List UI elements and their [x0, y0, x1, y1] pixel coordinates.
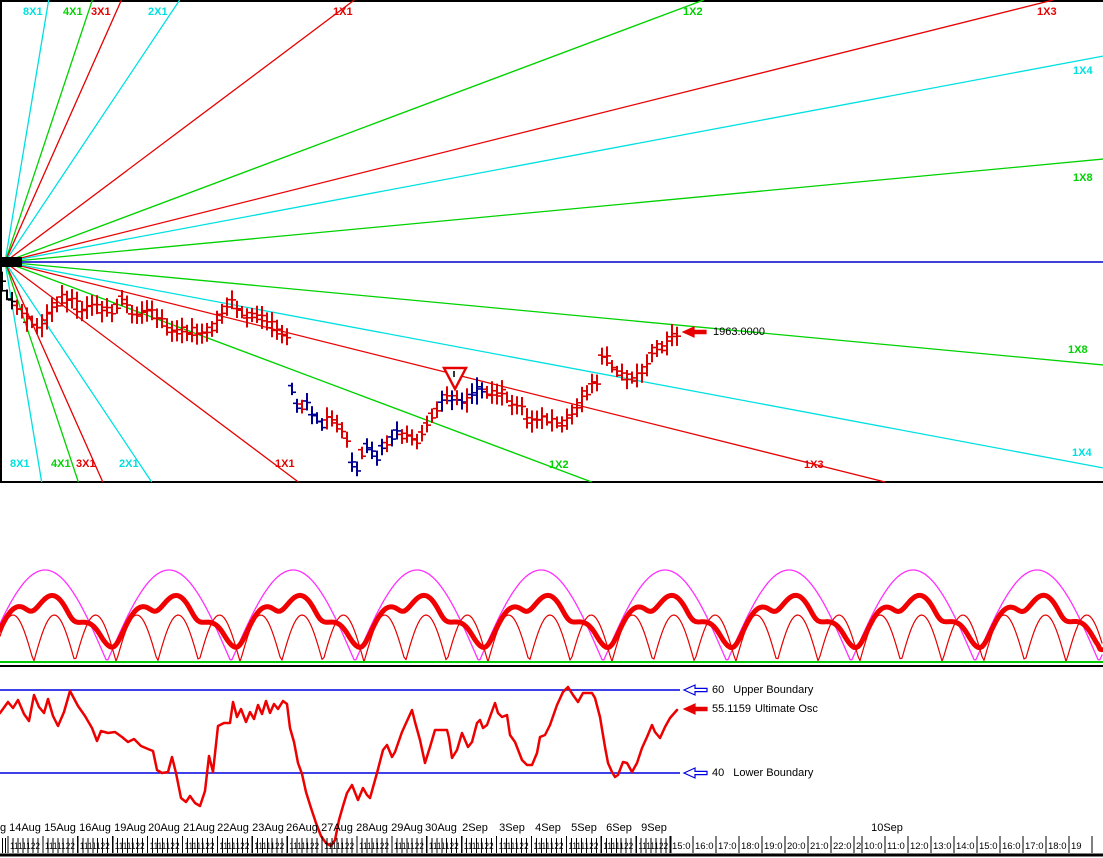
axis-hour-label: 18:0 — [741, 841, 760, 852]
last-price-arrow — [681, 326, 707, 338]
ultimate-osc-value: 55.1159 — [712, 703, 751, 715]
axis-hour-label: 18:0 — [1048, 841, 1067, 852]
axis-compressed-hours: 1111122 — [45, 841, 75, 852]
gann-ray-down-1X4 — [4, 261, 1103, 469]
axis-compressed-hours: 1111122 — [464, 841, 494, 852]
axis-hour-label: 15:0 — [979, 841, 998, 852]
gann-ray-down-2X1 — [4, 261, 153, 483]
axis-hour-label: 16:0 — [1002, 841, 1021, 852]
cycle-short-wave — [0, 614, 1103, 663]
lower-boundary-value: 40 — [712, 767, 725, 779]
gann-ray-up-1X8 — [4, 158, 1103, 263]
axis-compressed-hours: 1111122 — [324, 841, 354, 852]
axis-compressed-hours: 1111122 — [499, 841, 529, 852]
upper-boundary-label: 60 Upper Boundary — [712, 684, 813, 696]
axis-compressed-hours: 1111122 — [254, 841, 284, 852]
gann-ray-up-4X1 — [4, 0, 93, 263]
axis-hour-label: 21:0 — [810, 841, 829, 852]
upper-boundary-text: Upper Boundary — [733, 684, 814, 696]
axis-compressed-hours: 1111122 — [603, 841, 633, 852]
gann-ray-up-1X1 — [4, 0, 355, 263]
gann-ray-up-2X1 — [4, 0, 181, 263]
upper-boundary-value: 60 — [712, 684, 725, 696]
axis-hour-label: 17:0 — [1025, 841, 1044, 852]
axis-compressed-hours: 1111122 — [394, 841, 424, 852]
gann-ray-down-4X1 — [4, 261, 79, 483]
upper-boundary-arrow — [682, 684, 708, 696]
ultimate-osc-arrow — [682, 703, 708, 715]
gann-origin-anchor — [2, 257, 22, 267]
gann-ray-up-1X2 — [4, 0, 704, 263]
triangle-down-marker — [442, 366, 468, 392]
lower-boundary-text: Lower Boundary — [733, 767, 814, 779]
axis-compressed-hours: 1111122 — [638, 841, 668, 852]
axis-compressed-hours: 1111122 — [10, 841, 40, 852]
gann-ray-up-1X3 — [4, 0, 1054, 263]
cycle-long-wave — [0, 569, 1103, 661]
axis-hour-label: 2 — [856, 841, 861, 852]
axis-hour-label: 11:0 — [887, 841, 905, 852]
ultimate-osc-name: Ultimate Osc — [754, 703, 818, 715]
axis-hour-label: 20:0 — [787, 841, 806, 852]
axis-compressed-hours: 1111122 — [289, 841, 319, 852]
axis-compressed-hours: 1111122 — [150, 841, 180, 852]
gann-ray-up-1X4 — [4, 55, 1103, 263]
axis-compressed-hours: 1111122 — [80, 841, 110, 852]
axis-hour-label: 17:0 — [718, 841, 737, 852]
axis-hour-label: 19 — [1071, 841, 1082, 852]
gann-ray-up-3X1 — [4, 0, 123, 263]
axis-compressed-hours: 1111122 — [185, 841, 215, 852]
ultimate-osc-line — [0, 685, 679, 848]
axis-hour-label: 12:0 — [910, 841, 929, 852]
axis-compressed-hours: 1111122 — [534, 841, 564, 852]
axis-hour-label: 13:0 — [933, 841, 952, 852]
axis-hour-label: 16:0 — [695, 841, 714, 852]
axis-compressed-hours: 1111122 — [568, 841, 598, 852]
lower-boundary-arrow — [682, 767, 708, 779]
composite-cycle-line — [0, 592, 1103, 653]
last-price-label: 1963.0000 — [713, 326, 765, 338]
gann-ray-up-8X1 — [4, 0, 50, 263]
axis-hour-label: 10:0 — [864, 841, 883, 852]
axis-hour-label: 19:0 — [764, 841, 783, 852]
axis-compressed-hours: 1111122 — [429, 841, 459, 852]
last-price-value: 1963.0000 — [713, 326, 765, 338]
lower-boundary-label: 40 Lower Boundary — [712, 767, 813, 779]
axis-compressed-hours: 1111122 — [359, 841, 389, 852]
gann-ray-down-1X8 — [4, 261, 1103, 366]
axis-compressed-hours: 1111122 — [115, 841, 145, 852]
gann-ray-down-1X1 — [4, 261, 299, 483]
ultimate-osc-label: 55.1159 Ultimate Osc — [712, 703, 818, 715]
axis-hour-label: 22:0 — [833, 841, 852, 852]
gann-ray-down-8X1 — [4, 261, 43, 483]
gann-ray-down-3X1 — [4, 261, 104, 483]
axis-hour-label: 14:0 — [956, 841, 975, 852]
axis-compressed-hours: 1111122 — [219, 841, 249, 852]
gann-ray-down-1X2 — [4, 261, 592, 483]
axis-hour-label: 15:0 — [672, 841, 691, 852]
